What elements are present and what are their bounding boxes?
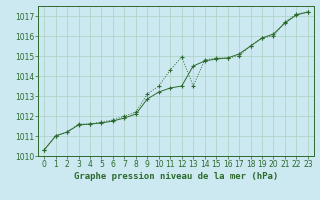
X-axis label: Graphe pression niveau de la mer (hPa): Graphe pression niveau de la mer (hPa) (74, 172, 278, 181)
